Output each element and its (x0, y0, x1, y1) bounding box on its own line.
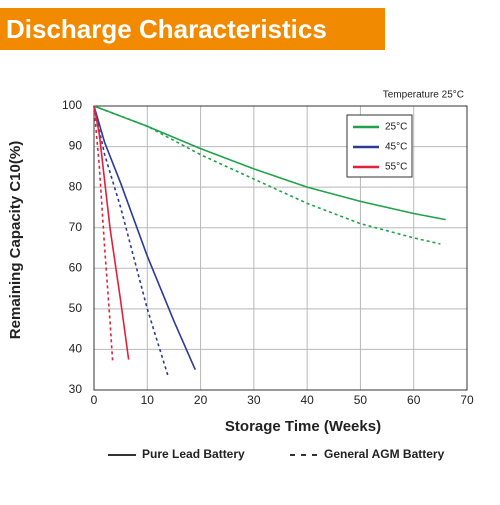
x-tick-label: 30 (247, 393, 261, 407)
x-tick-label: 10 (141, 393, 155, 407)
x-tick-label: 70 (460, 393, 474, 407)
legend-label: General AGM Battery (324, 447, 445, 461)
x-tick-label: 50 (354, 393, 368, 407)
series-line (93, 105, 170, 379)
y-tick-label: 70 (69, 220, 83, 234)
y-tick-label: 80 (69, 179, 83, 193)
y-axis-label: Remaining Capacity C10(%) (7, 141, 24, 339)
series-line (93, 105, 130, 360)
y-tick-label: 90 (69, 139, 83, 153)
legend-label: Pure Lead Battery (142, 447, 245, 461)
x-tick-label: 20 (194, 393, 208, 407)
y-tick-label: 50 (69, 301, 83, 315)
y-tick-label: 60 (69, 260, 83, 274)
x-tick-label: 40 (300, 393, 314, 407)
y-tick-label: 100 (62, 98, 82, 112)
y-tick-label: 40 (69, 342, 83, 356)
chart-title: Discharge Characteristics (6, 14, 327, 44)
legend-label: 45°C (385, 142, 407, 153)
annotation: Temperature 25°C (383, 90, 464, 101)
legend-label: 25°C (385, 122, 407, 133)
x-tick-label: 0 (91, 393, 98, 407)
series-line (93, 105, 446, 221)
y-tick-label: 30 (69, 382, 83, 396)
plot-border (93, 105, 468, 391)
series-line (93, 105, 196, 371)
x-axis-label: Storage Time (Weeks) (225, 418, 381, 435)
legend-label: 55°C (385, 162, 407, 173)
series-line (93, 105, 114, 362)
x-tick-label: 60 (407, 393, 421, 407)
series-line (93, 105, 441, 245)
title-banner (0, 8, 385, 50)
